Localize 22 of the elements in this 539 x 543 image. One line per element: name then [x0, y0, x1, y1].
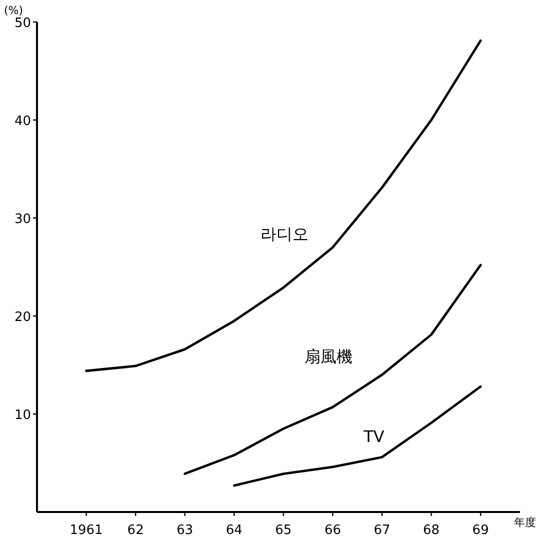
series-label: 라디오	[260, 224, 309, 244]
x-tick-label: 64	[226, 523, 242, 538]
series-label: TV	[362, 427, 384, 446]
x-tick-label: 63	[176, 523, 194, 538]
x-tick-label: 1961	[70, 523, 103, 538]
line-series	[184, 264, 482, 475]
line-series	[85, 39, 482, 372]
y-tick-label: 20	[14, 310, 31, 325]
x-tick-label: 68	[423, 523, 440, 538]
x-tick-label: 67	[374, 523, 390, 538]
line-series	[232, 385, 482, 487]
x-tick-label: 66	[324, 523, 341, 538]
x-axis-title: 年度	[514, 516, 536, 529]
y-tick-label: 10	[14, 408, 31, 423]
y-tick-label: 50	[14, 16, 31, 31]
series-label: 扇風機	[304, 347, 353, 366]
y-axis-title: (%)	[4, 4, 24, 17]
x-tick-label: 69	[472, 523, 489, 538]
y-tick-label: 30	[14, 212, 31, 227]
y-tick-label: 40	[14, 114, 31, 129]
x-tick-label: 62	[127, 523, 144, 538]
x-tick-label: 65	[275, 523, 292, 538]
